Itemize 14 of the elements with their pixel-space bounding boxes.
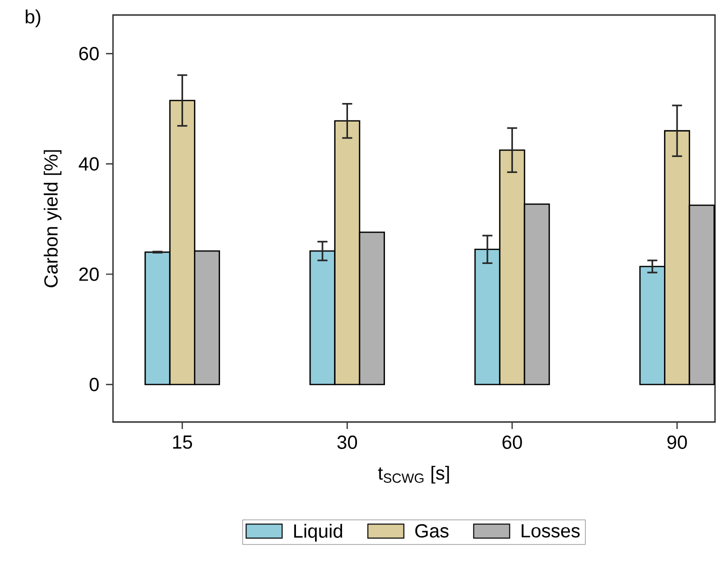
legend-label: Liquid <box>294 524 342 542</box>
y-tick-label: 40 <box>78 157 99 171</box>
y-tick-label: 20 <box>79 267 99 281</box>
y-tick-label: 0 <box>90 378 99 392</box>
chart-title: b) <box>26 10 40 28</box>
y-tick-label: 60 <box>79 46 99 60</box>
y-axis-title: Carbon yield [%] <box>44 150 62 288</box>
x-tick-label: 30 <box>337 436 358 449</box>
x-tick-label: 15 <box>173 436 192 449</box>
x-axis-title: t$_{SCWG}$ [s] <box>378 466 449 484</box>
legend-label: Gas <box>415 524 448 538</box>
x-tick-label: 60 <box>502 436 522 449</box>
legend-label: Losses <box>522 524 580 538</box>
x-tick-label: 90 <box>667 436 687 449</box>
